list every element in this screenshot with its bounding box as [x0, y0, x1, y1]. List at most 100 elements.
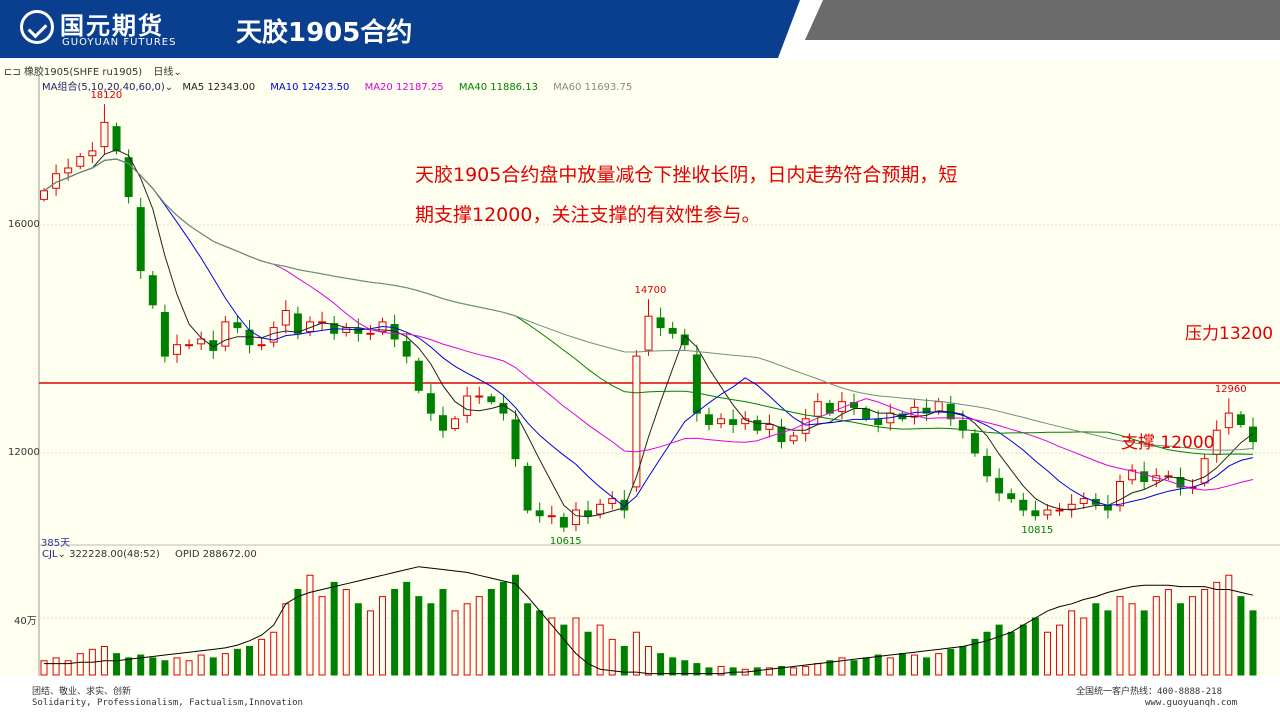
volume-bar — [294, 589, 302, 676]
chevron-down-icon: ⌄ — [164, 82, 174, 93]
volume-bar — [536, 610, 544, 676]
candle-body — [1200, 458, 1209, 484]
candle-body — [293, 313, 302, 334]
volume-bar — [1104, 610, 1112, 676]
candle-body — [172, 344, 181, 355]
candle-body — [523, 465, 532, 511]
page-title: 天胶1905合约 — [236, 18, 413, 48]
cjl-value: 322228.00(48:52) — [69, 549, 160, 560]
ma20-value: MA20 12187.25 — [364, 82, 444, 93]
candle-body — [934, 401, 943, 412]
resistance-label: 压力13200 — [1185, 324, 1274, 344]
volume-bar — [1031, 617, 1039, 676]
candle-body — [451, 418, 460, 429]
volume-bar — [64, 660, 72, 676]
volume-bar — [1213, 581, 1221, 676]
candle-body — [88, 150, 97, 157]
comment-line-1: 天胶1905合约盘中放量减仓下挫收长阴，日内走势符合预期，短 — [415, 164, 958, 186]
candle-body — [620, 499, 629, 511]
candle-body — [729, 419, 738, 425]
candle-body — [608, 498, 617, 504]
extreme-label: 10615 — [549, 535, 582, 547]
volume-bar — [826, 660, 834, 676]
candle-body — [1067, 503, 1076, 510]
candle-body — [970, 433, 979, 454]
candle-body — [1079, 498, 1088, 504]
candle-body — [1116, 481, 1125, 507]
candle-body — [656, 317, 665, 329]
candle-body — [124, 157, 133, 198]
candle-body — [644, 315, 653, 351]
candle-body — [136, 207, 145, 272]
volume-bar — [137, 654, 145, 676]
candle-body — [366, 332, 375, 335]
volume-bar — [306, 574, 314, 676]
volume-bar — [403, 581, 411, 676]
candle-body — [233, 322, 242, 329]
volume-bar — [1189, 596, 1197, 676]
ma5-line — [43, 149, 1254, 518]
candle-body — [850, 402, 859, 408]
volume-bar — [512, 574, 520, 676]
volume-bar — [40, 660, 48, 676]
candle-body — [1176, 477, 1185, 488]
period-selector[interactable]: 日线 — [153, 67, 174, 78]
volume-bar — [669, 657, 677, 676]
candle-body — [1140, 471, 1149, 482]
candle-body — [402, 341, 411, 357]
volume-bar — [620, 646, 628, 676]
volume-bar — [777, 665, 785, 676]
volume-bar — [463, 603, 471, 676]
candle-body — [426, 393, 435, 414]
candle-body — [1043, 509, 1052, 516]
candle-body — [668, 327, 677, 334]
candle-body — [148, 275, 157, 306]
volume-bar — [475, 596, 483, 676]
volume-bar — [1007, 631, 1015, 676]
candle-body — [1128, 469, 1137, 481]
volume-bar — [850, 660, 858, 676]
candle-body — [596, 503, 605, 515]
indicator-selector[interactable]: CJL — [42, 549, 58, 560]
candle-body — [801, 418, 810, 434]
candle-body — [704, 414, 713, 425]
volume-bar — [125, 657, 133, 676]
volume-bar — [959, 646, 967, 676]
volume-bar — [657, 653, 665, 676]
candle-body — [559, 516, 568, 528]
days-label: 385天 — [41, 538, 71, 549]
volume-bar — [487, 589, 495, 676]
candle-body — [632, 355, 641, 488]
instrument-selector[interactable]: ⊏⊐ 橡胶1905(SHFE ru1905) 日线⌄ — [4, 63, 182, 78]
open-interest-line — [44, 566, 1254, 675]
volume-bar — [391, 589, 399, 676]
volume-legend: CJL⌄ 322228.00(48:52) OPID 288672.00 — [42, 549, 257, 560]
candle-body — [221, 321, 230, 347]
candle-body — [1249, 426, 1257, 443]
volume-bar — [729, 667, 737, 676]
volume-bar — [221, 653, 229, 676]
volume-bar — [197, 654, 205, 676]
volume-bar — [1116, 596, 1124, 676]
volume-bar — [596, 624, 604, 676]
volume-bar — [572, 617, 580, 676]
volume-bar — [185, 660, 193, 676]
ma-group-selector[interactable]: MA组合(5,10,20,40,60,0) — [42, 82, 165, 93]
candle-body — [438, 415, 447, 431]
volume-bar — [282, 603, 290, 676]
volume-bar — [1056, 624, 1064, 676]
candle-body — [789, 435, 798, 442]
volume-bar — [318, 596, 326, 676]
candle-body — [765, 424, 774, 430]
candle-body — [390, 323, 399, 340]
y-tick-12000: 12000 — [8, 447, 40, 458]
candle-body — [112, 126, 121, 152]
candle-body — [1019, 499, 1028, 511]
candle-body — [922, 407, 931, 414]
candle-body — [499, 402, 508, 414]
candle-body — [1224, 412, 1233, 429]
ma10-value: MA10 12423.50 — [270, 82, 350, 93]
candle-body — [1007, 493, 1016, 500]
chevron-down-icon: ⌄ — [57, 549, 70, 560]
comment-line-2: 期支撑12000，关注支撑的有效性参与。 — [415, 204, 761, 226]
